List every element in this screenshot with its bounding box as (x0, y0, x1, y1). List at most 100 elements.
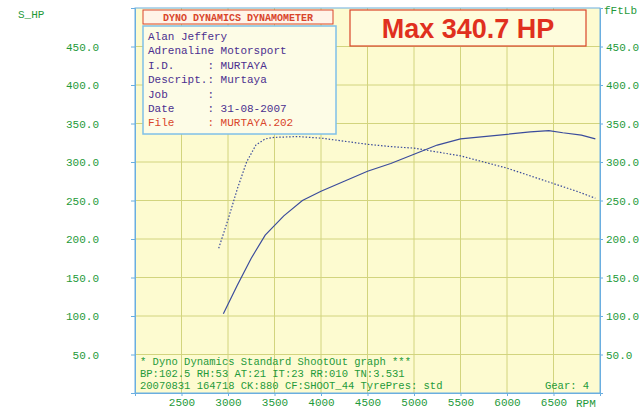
footer-line: * Dyno Dynamics Standard ShootOut graph … (140, 356, 411, 368)
y-axis: 50.0 100.0 150.0 200.0 250.0 300.0 350.0 400.0 4… (66, 9, 136, 394)
tick-label: 50.0 (606, 350, 632, 362)
axis-line (601, 9, 604, 394)
series-line (219, 137, 596, 249)
tick-mark (131, 85, 135, 86)
tick-label: 350.0 (66, 119, 99, 131)
tick-mark (600, 47, 603, 48)
tick: 4000 (308, 393, 334, 409)
tick-label: 200.0 (66, 234, 99, 246)
plot-marks (219, 131, 596, 314)
tick: 3500 (262, 393, 288, 409)
tick-label: 150.0 (606, 273, 639, 285)
tick-label: 250.0 (66, 196, 99, 208)
tick: 250.0 (66, 196, 135, 208)
tick: 50.0 (73, 350, 135, 362)
info-line: I.D. : MURTAYA (148, 60, 267, 72)
tick-mark (600, 355, 603, 356)
tick-mark (368, 393, 369, 396)
tick-label: 6000 (494, 397, 520, 409)
tick: 6500 (541, 393, 567, 409)
tick-mark (131, 316, 135, 317)
x-axis: 2500 3000 3500 4000 4500 5000 5500 6000 6500 (136, 393, 601, 409)
tick-label: 300.0 (66, 157, 99, 169)
y2-axis-title: fFtLb (604, 5, 637, 17)
info-line: Descript.: Murtaya (148, 74, 267, 86)
tick: 450.0 (66, 42, 135, 54)
footer-line: BP:102.5 RH:53 AT:21 IT:23 RR:010 TN:3.5… (140, 368, 405, 380)
grid-line-y (135, 239, 600, 240)
tick-mark (600, 201, 603, 202)
gear-label: Gear: 4 (545, 380, 589, 392)
tick: 250.0 (600, 196, 639, 208)
tick: 3000 (215, 393, 241, 409)
grid-line-y (135, 316, 600, 317)
info-line: Alan Jeffery (148, 31, 228, 43)
tick-label: 450.0 (66, 42, 99, 54)
footer-line: 20070831 164718 CK:880 CF:SHOOT_44 TyreP… (140, 380, 442, 392)
info-line: Job : (148, 89, 214, 101)
grid-line-y (135, 200, 600, 201)
tick: 100.0 (600, 311, 639, 323)
tick-mark (414, 393, 415, 396)
tick-label: 250.0 (606, 196, 639, 208)
plot-frame (135, 8, 600, 393)
tick-mark (600, 278, 603, 279)
series-line (223, 131, 595, 314)
tick-label: 2500 (169, 397, 195, 409)
grid-line-y (135, 277, 600, 278)
tick-mark (228, 393, 229, 396)
tick-label: 350.0 (606, 119, 639, 131)
tick-label: 400.0 (606, 80, 639, 92)
tick: 5500 (448, 393, 474, 409)
tick-mark (131, 124, 135, 125)
axis-line (131, 9, 136, 394)
tick-mark (275, 393, 276, 396)
tick-label: 50.0 (73, 350, 99, 362)
tick-label: 150.0 (66, 273, 99, 285)
tick-mark (600, 85, 603, 86)
info-line: Adrenaline Motorsport (148, 45, 287, 57)
tick-label: 3000 (215, 397, 241, 409)
title-box (350, 10, 586, 46)
tick-label: 300.0 (606, 157, 639, 169)
x-axis-title: RPM (576, 398, 596, 410)
tick: 400.0 (600, 80, 639, 92)
tick: 150.0 (600, 273, 639, 285)
grid-line-y (135, 162, 600, 163)
tick-label: 100.0 (66, 311, 99, 323)
axis-line (136, 394, 601, 397)
header: DYNO DYNAMICS DYNAMOMETER (163, 13, 313, 24)
tick-mark (554, 393, 555, 396)
tick-mark (461, 393, 462, 396)
tick-mark (131, 162, 135, 163)
tick: 5000 (401, 393, 427, 409)
tick: 200.0 (66, 234, 135, 246)
tick: 400.0 (66, 80, 135, 92)
title: Max 340.7 HP (382, 14, 555, 44)
tick: 300.0 (600, 157, 639, 169)
tick: 2500 (169, 393, 195, 409)
tick-mark (131, 47, 135, 48)
tick-mark (131, 355, 135, 356)
tick-mark (131, 278, 135, 279)
tick-label: 4500 (355, 397, 381, 409)
tick-label: 400.0 (66, 80, 99, 92)
tick: 350.0 (600, 119, 639, 131)
tick-mark (600, 316, 603, 317)
tick: 50.0 (600, 350, 632, 362)
tick-mark (182, 393, 183, 396)
info-line: File : MURTAYA.202 (148, 117, 293, 129)
plot-background (135, 8, 600, 393)
tick-label: 5500 (448, 397, 474, 409)
tick-label: 100.0 (606, 311, 639, 323)
chart: 2500 3000 3500 4000 4500 5000 5500 6000 6500 50.0… (0, 0, 640, 410)
tick-mark (600, 239, 603, 240)
tick-mark (600, 124, 603, 125)
header-box (143, 10, 333, 24)
y2-axis: 50.0100.0150.0200.0250.0300.0350.0400.04… (600, 9, 639, 394)
tick: 150.0 (66, 273, 135, 285)
tick-label: 6500 (541, 397, 567, 409)
tick-label: 3500 (262, 397, 288, 409)
info-line: Date : 31-08-2007 (148, 103, 287, 115)
tick-label: 450.0 (606, 42, 639, 54)
